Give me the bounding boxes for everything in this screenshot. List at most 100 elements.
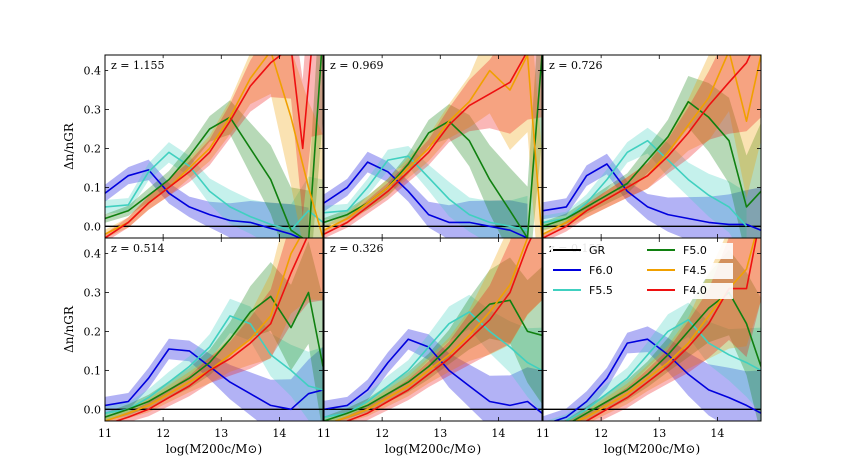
series-line-f4-0 (114, 238, 308, 421)
redshift-label: z = 0.726 (546, 58, 606, 72)
x-tick-label: 11 (98, 427, 112, 440)
redshift-text: z = 0.969 (330, 59, 384, 72)
legend-label: F5.5 (589, 284, 613, 297)
x-axis-label: log(M200c/M⊙) (166, 442, 262, 456)
legend-entry-f4-5: F4.5 (645, 263, 733, 279)
y-tick-label: 0.0 (84, 220, 102, 233)
series-line-f5-5 (324, 311, 542, 418)
series-line-f4-0 (324, 55, 527, 235)
series-line-f4-0 (543, 55, 752, 238)
series-line-f6-0 (543, 163, 761, 231)
redshift-label: z = 0.969 (327, 58, 387, 72)
y-tick-label: 0.3 (84, 104, 102, 117)
y-tick-label: 0.4 (84, 248, 102, 261)
legend-entry-f5-5: F5.5 (551, 283, 639, 299)
band-f6-0 (105, 338, 323, 421)
x-tick-label: 11 (536, 427, 550, 440)
series-line-f4-0 (105, 55, 312, 238)
x-tick-label: 12 (594, 427, 608, 440)
series-line-f4-5 (324, 55, 542, 238)
x-axis-label: log(M200c/M⊙) (385, 442, 481, 456)
band-f6-0 (543, 326, 761, 421)
panel-5: z = 0.326 (323, 237, 543, 422)
redshift-text: z = 1.155 (111, 59, 165, 72)
panel-frame (104, 237, 324, 422)
band-f6-0 (543, 153, 761, 238)
series-line-f6-0 (105, 169, 302, 238)
series-line-f4-5 (105, 238, 301, 421)
y-tick-label: 0.0 (84, 403, 102, 416)
series-line-f5-5 (105, 315, 323, 414)
x-tick-label: 12 (375, 427, 389, 440)
series-line-f5-5 (563, 318, 761, 421)
series-line-f6-0 (105, 348, 323, 411)
x-tick-label: 14 (710, 427, 724, 440)
band-f5-5 (324, 146, 528, 238)
legend-label: GR (589, 244, 606, 257)
x-tick-label: 11 (317, 427, 331, 440)
series-line-f4-0 (344, 238, 533, 421)
y-tick-label: 0.1 (84, 181, 102, 194)
series-line-f6-0 (324, 161, 528, 238)
x-tick-label: 14 (272, 427, 286, 440)
series-line-f4-5 (333, 238, 529, 421)
legend-entry-f6-0: F6.0 (551, 263, 639, 279)
series-line-f5-0 (105, 55, 323, 238)
y-axis-label: Δn/nGR (62, 122, 76, 170)
band-f5-5 (105, 142, 323, 238)
x-tick-label: 12 (156, 427, 170, 440)
legend-label: F6.0 (589, 264, 613, 277)
band-f5-5 (543, 127, 747, 238)
legend-entry-gr: GR (551, 243, 639, 259)
series-line-f5-0 (324, 299, 542, 421)
legend-label: F5.0 (683, 244, 707, 257)
series-line-f5-5 (543, 139, 748, 227)
redshift-label: z = 0.514 (108, 241, 168, 255)
series-line-f5-0 (543, 100, 761, 228)
y-tick-label: 0.4 (84, 65, 102, 78)
band-f5-0 (324, 55, 542, 238)
y-tick-label: 0.2 (84, 142, 102, 155)
series-line-f6-0 (552, 338, 761, 421)
redshift-text: z = 0.726 (549, 59, 603, 72)
legend-entry-f4-0: F4.0 (645, 283, 733, 299)
band-f5-5 (105, 298, 323, 421)
x-axis-label: log(M200c/M⊙) (604, 442, 700, 456)
x-tick-label: 13 (433, 427, 447, 440)
series-line-f5-5 (105, 151, 323, 231)
y-tick-label: 0.1 (84, 364, 102, 377)
band-f5-0 (105, 55, 323, 238)
legend-entry-f5-0: F5.0 (645, 243, 733, 259)
panel-frame (323, 237, 543, 422)
band-f4-5 (105, 238, 323, 421)
band-f4-0 (105, 238, 323, 421)
band-f5-5 (545, 302, 761, 421)
redshift-label: z = 1.155 (108, 58, 168, 72)
panel-3: z = 0.726 (542, 54, 762, 239)
y-tick-label: 0.2 (84, 325, 102, 338)
band-f5-0 (105, 241, 323, 421)
x-tick-label: 14 (491, 427, 505, 440)
y-axis-label: Δn/nGR (62, 305, 76, 353)
panel-2: z = 0.969 (323, 54, 543, 239)
band-f6-0 (324, 329, 542, 421)
band-f6-0 (324, 151, 528, 238)
legend: GR F6.0 F5.5 F5.0 F4.5 F4.0 (551, 243, 733, 299)
series-line-f5-5 (324, 155, 528, 231)
series-line-f6-0 (324, 338, 542, 414)
legend-label: F4.5 (683, 264, 707, 277)
band-f5-0 (324, 257, 542, 421)
series-line-f5-0 (105, 291, 323, 418)
band-f5-5 (324, 294, 542, 421)
x-tick-label: 13 (652, 427, 666, 440)
panel-4: z = 0.514 (104, 237, 324, 422)
y-tick-label: 0.3 (84, 287, 102, 300)
panel-frame (542, 237, 762, 422)
redshift-text: z = 0.326 (330, 242, 384, 255)
redshift-label: z = 0.326 (327, 241, 387, 255)
redshift-text: z = 0.514 (111, 242, 165, 255)
band-f4-5 (324, 238, 542, 421)
x-tick-label: 13 (214, 427, 228, 440)
panel-1: z = 1.155 (104, 54, 324, 239)
